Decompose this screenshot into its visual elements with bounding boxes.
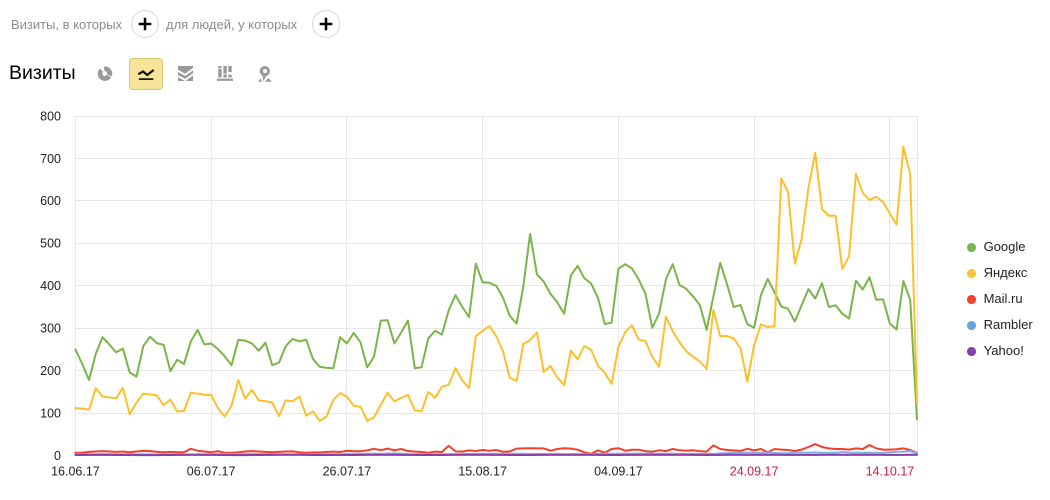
svg-text:24.09.17: 24.09.17 — [730, 465, 779, 479]
svg-text:15.08.17: 15.08.17 — [458, 465, 507, 479]
svg-text:04.09.17: 04.09.17 — [594, 465, 643, 479]
svg-text:16.06.17: 16.06.17 — [51, 465, 100, 479]
svg-text:600: 600 — [40, 194, 61, 208]
svg-text:0: 0 — [54, 449, 61, 463]
svg-text:300: 300 — [40, 322, 61, 336]
svg-text:26.07.17: 26.07.17 — [323, 465, 372, 479]
svg-text:200: 200 — [40, 364, 61, 378]
svg-text:800: 800 — [40, 109, 61, 123]
svg-text:400: 400 — [40, 279, 61, 293]
svg-text:06.07.17: 06.07.17 — [187, 465, 236, 479]
svg-text:14.10.17: 14.10.17 — [866, 465, 915, 479]
svg-text:700: 700 — [40, 152, 61, 166]
svg-text:100: 100 — [40, 407, 61, 421]
svg-text:500: 500 — [40, 237, 61, 251]
